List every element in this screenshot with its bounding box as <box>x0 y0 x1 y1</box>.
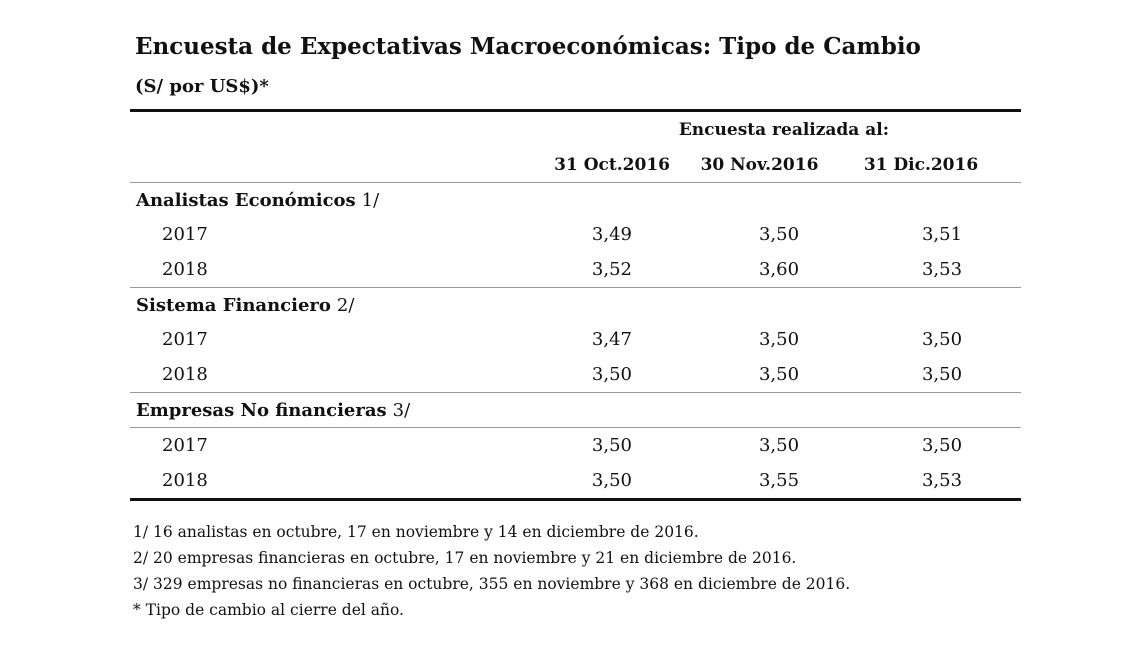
row-year: 2017 <box>162 435 208 456</box>
group-divider <box>130 392 1021 393</box>
value-nov: 3,50 <box>758 435 800 456</box>
group-note: 2/ <box>336 294 355 316</box>
table-row: 2017 3,49 3,50 3,51 <box>130 217 1021 252</box>
row-year: 2018 <box>162 259 208 280</box>
value-oct: 3,50 <box>591 364 632 385</box>
table-header-row: 31 Oct.2016 30 Nov.2016 31 Dic.2016 <box>130 148 1021 182</box>
page-title: Encuesta de Expectativas Macroeconómicas… <box>135 33 921 60</box>
group-note: 3/ <box>392 399 411 421</box>
value-nov: 3,50 <box>758 329 800 350</box>
value-oct: 3,50 <box>591 435 632 456</box>
value-nov: 3,60 <box>758 259 800 280</box>
footnote-3: 3/ 329 empresas no financieras en octubr… <box>133 575 851 593</box>
table-bottom-rule <box>130 498 1021 501</box>
value-dec: 3,50 <box>921 329 963 350</box>
table-row: 2017 3,50 3,50 3,50 <box>130 428 1021 463</box>
row-year: 2018 <box>162 470 208 491</box>
group-title-divider <box>130 427 1021 428</box>
value-dec: 3,53 <box>921 259 963 280</box>
value-nov: 3,50 <box>758 364 800 385</box>
row-year: 2017 <box>162 224 208 245</box>
group-name: Empresas No financieras <box>136 399 387 421</box>
table-row: 2018 3,50 3,50 3,50 <box>130 357 1021 392</box>
value-nov: 3,50 <box>758 224 800 245</box>
value-dec: 3,50 <box>921 435 963 456</box>
table-row: 2018 3,50 3,55 3,53 <box>130 463 1021 498</box>
value-oct: 3,49 <box>591 224 632 245</box>
footnote-1: 1/ 16 analistas en octubre, 17 en noviem… <box>133 523 699 541</box>
value-oct: 3,47 <box>591 329 632 350</box>
page-subtitle: (S/ por US$)* <box>135 76 269 97</box>
group-name: Sistema Financiero <box>136 294 331 316</box>
group-title: Analistas Económicos 1/ <box>130 183 1021 217</box>
table-top-rule <box>130 109 1021 112</box>
column-header-dec: 31 Dic.2016 <box>863 155 979 175</box>
value-dec: 3,53 <box>921 470 963 491</box>
group-title: Empresas No financieras 3/ <box>130 393 1021 427</box>
table-caption: Encuesta realizada al: <box>678 120 889 140</box>
value-dec: 3,51 <box>921 224 963 245</box>
value-oct: 3,50 <box>591 470 632 491</box>
row-year: 2018 <box>162 364 208 385</box>
footnote-4: * Tipo de cambio al cierre del año. <box>133 601 404 619</box>
value-dec: 3,50 <box>921 364 963 385</box>
table-row: 2018 3,52 3,60 3,53 <box>130 252 1021 287</box>
row-year: 2017 <box>162 329 208 350</box>
group-empresas-no-financieras: Empresas No financieras 3/ 2017 3,50 3,5… <box>130 393 1021 498</box>
group-analistas: Analistas Económicos 1/ 2017 3,49 3,50 3… <box>130 183 1021 287</box>
table-row: 2017 3,47 3,50 3,50 <box>130 322 1021 357</box>
group-note: 1/ <box>361 189 380 211</box>
header-divider <box>130 182 1021 183</box>
group-sistema-financiero: Sistema Financiero 2/ 2017 3,47 3,50 3,5… <box>130 288 1021 392</box>
group-title: Sistema Financiero 2/ <box>130 288 1021 322</box>
expectations-table: Encuesta realizada al: 31 Oct.2016 30 No… <box>130 109 1021 501</box>
column-header-nov: 30 Nov.2016 <box>700 155 819 175</box>
group-divider <box>130 287 1021 288</box>
footnote-2: 2/ 20 empresas financieras en octubre, 1… <box>133 549 797 567</box>
value-oct: 3,52 <box>591 259 632 280</box>
group-name: Analistas Económicos <box>136 189 356 211</box>
footnotes: 1/ 16 analistas en octubre, 17 en noviem… <box>133 519 850 623</box>
column-header-oct: 31 Oct.2016 <box>554 155 670 175</box>
value-nov: 3,55 <box>758 470 800 491</box>
